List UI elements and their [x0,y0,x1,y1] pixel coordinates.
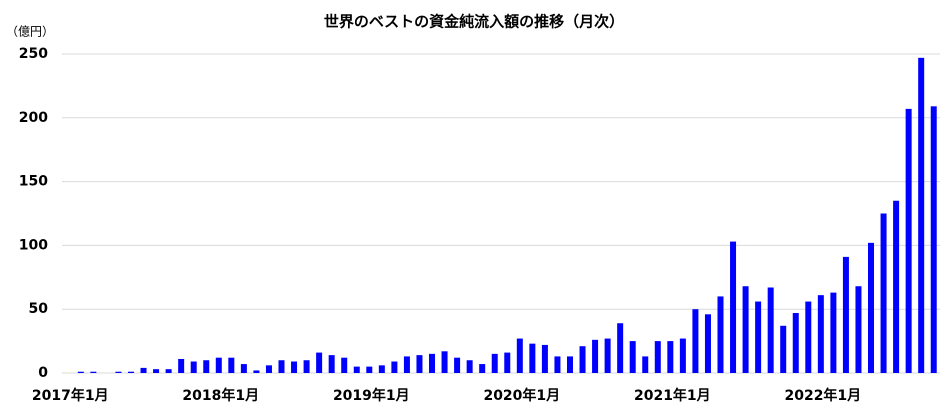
bar [579,346,586,373]
bar [830,292,837,373]
chart-title: 世界のベストの資金純流入額の推移（月次） [324,13,624,31]
y-tick-label: 250 [19,46,48,62]
x-tick-label: 2017年1月 [32,387,109,404]
x-tick-label: 2021年1月 [634,387,711,404]
x-tick-label: 2022年1月 [784,387,861,404]
bar [253,370,260,373]
bar [115,371,122,373]
bar [454,357,461,373]
bar [240,364,247,373]
bar [792,313,799,373]
bar [190,361,197,373]
bar [127,371,134,373]
bar [780,325,787,373]
bar [730,241,737,373]
bar [880,213,887,373]
bar [203,360,210,373]
bar [265,365,272,373]
bar [391,361,398,373]
bar [529,343,536,373]
bar [504,352,511,373]
bar [479,364,486,373]
bar [403,356,410,373]
bar [842,256,849,373]
bar [291,361,298,373]
bar [692,309,699,373]
bar [429,353,436,373]
bar [592,339,599,373]
bar [466,360,473,373]
bar [767,287,774,373]
bar [278,360,285,373]
bar [667,341,674,373]
bar [642,356,649,373]
bar [541,344,548,373]
bar [855,286,862,373]
y-unit-label: （億円） [6,25,54,39]
y-tick-label: 150 [19,174,48,190]
bar [215,357,222,373]
bar [679,338,686,373]
bar [516,338,523,373]
bar [77,371,84,373]
bar [629,341,636,373]
x-tick-label: 2020年1月 [483,387,560,404]
x-tick-label: 2019年1月 [333,387,410,404]
bar [617,323,624,373]
bar [566,356,573,373]
bar [153,369,160,373]
bar [441,351,448,373]
bar [817,295,824,373]
bar [893,200,900,373]
bar [353,366,360,373]
bar [90,371,97,373]
bar [868,242,875,373]
y-tick-label: 50 [29,301,49,317]
bar [178,358,185,373]
bar [704,314,711,373]
bar [140,367,147,373]
bar [341,357,348,373]
bar [228,357,235,373]
bar [316,352,323,373]
bar [165,369,172,373]
y-tick-label: 0 [38,365,48,381]
y-tick-label: 100 [19,237,48,253]
bar [328,355,335,373]
bar [491,353,498,373]
bar [755,301,762,373]
bar [366,366,373,373]
y-tick-label: 200 [19,110,48,126]
bar [805,301,812,373]
bar [604,338,611,373]
bar [717,296,724,373]
bar [416,355,423,373]
bar [378,365,385,373]
bar [554,356,561,373]
bar [742,286,749,373]
bar [930,106,937,373]
bar [654,341,661,373]
bar [905,108,912,374]
bar [918,57,925,373]
x-tick-label: 2018年1月 [182,387,259,404]
bar [303,360,310,373]
